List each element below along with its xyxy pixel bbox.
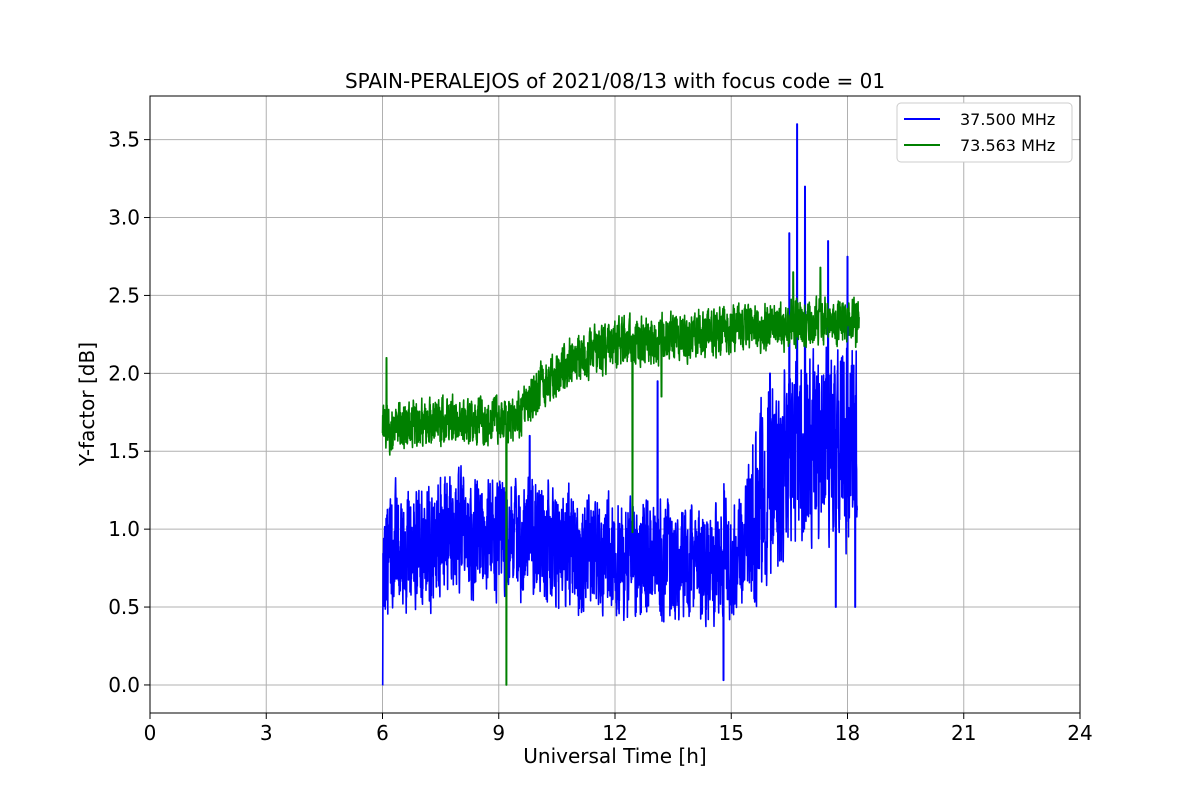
y-tick-label: 0.0 (108, 673, 140, 697)
x-tick-label: 21 (951, 721, 976, 745)
legend-label-37500: 37.500 MHz (960, 110, 1055, 129)
y-tick-label: 2.5 (108, 283, 140, 307)
x-axis-label: Universal Time [h] (523, 744, 706, 768)
x-tick-label: 12 (602, 721, 627, 745)
series-layer (381, 123, 860, 686)
x-tick-label: 24 (1067, 721, 1092, 745)
legend: 37.500 MHz 73.563 MHz (896, 102, 1073, 163)
y-tick-label: 0.5 (108, 595, 140, 619)
x-tick-label: 9 (492, 721, 505, 745)
x-tick-label: 3 (260, 721, 273, 745)
series-line-37-500-mhz (381, 123, 858, 686)
y-axis-label: Y-factor [dB] (75, 342, 99, 467)
x-tick-label: 6 (376, 721, 389, 745)
y-tick-label: 3.5 (108, 128, 140, 152)
x-tick-label: 18 (835, 721, 860, 745)
series-line-73-563-mhz (381, 266, 860, 686)
x-tick-label: 0 (144, 721, 157, 745)
y-tick-label: 1.0 (108, 517, 140, 541)
legend-box (896, 102, 1073, 163)
legend-label-73563: 73.563 MHz (960, 136, 1055, 155)
x-tick-label: 15 (719, 721, 744, 745)
ticks: 0 3 6 9 12 15 18 21 24 0.0 0.5 1.0 1.5 2.0 2.5 3.0 3.5 (108, 128, 1093, 745)
y-tick-label: 2.0 (108, 361, 140, 385)
chart-title: SPAIN-PERALEJOS of 2021/08/13 with focus… (345, 69, 885, 93)
y-tick-label: 1.5 (108, 439, 140, 463)
y-tick-label: 3.0 (108, 206, 140, 230)
